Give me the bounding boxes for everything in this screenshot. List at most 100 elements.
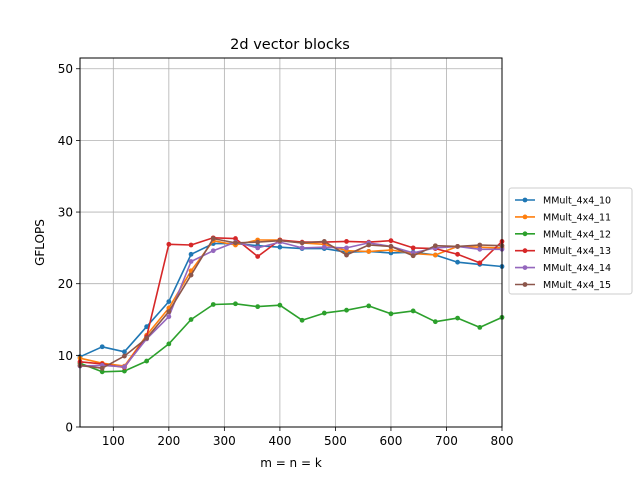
data-point xyxy=(122,349,127,355)
data-point xyxy=(99,365,105,371)
data-point xyxy=(255,245,261,251)
data-point xyxy=(210,248,216,254)
data-point xyxy=(344,252,349,258)
data-point xyxy=(166,241,172,247)
data-point xyxy=(188,242,194,248)
data-point xyxy=(455,251,460,257)
x-tick-label: 800 xyxy=(491,434,514,448)
plot-frame xyxy=(79,57,503,428)
legend: MMult_4x4_10 MMult_4x4_11 MMult_4x4_12 MMul… xyxy=(508,187,633,295)
data-point xyxy=(432,252,438,258)
data-point xyxy=(344,239,349,244)
data-point xyxy=(233,301,238,307)
legend-item: MMult_4x4_10 xyxy=(515,196,611,207)
data-point xyxy=(455,259,460,265)
series-lines xyxy=(77,235,505,375)
legend-item: MMult_4x4_12 xyxy=(515,229,611,240)
data-point xyxy=(122,353,127,359)
data-point xyxy=(144,335,150,341)
data-point xyxy=(233,236,238,241)
axis-ticks: 100 200 300 400 500 600 700 800 0 10 20 30 40 50 xyxy=(58,62,514,448)
data-point xyxy=(344,245,349,251)
chart-title: 2d vector blocks xyxy=(230,37,350,53)
data-point xyxy=(210,236,216,241)
legend-item: MMult_4x4_14 xyxy=(515,263,611,274)
data-point xyxy=(277,244,283,250)
data-point xyxy=(388,244,394,249)
data-point xyxy=(388,238,394,244)
data-point xyxy=(321,239,327,244)
legend-label: MMult_4x4_15 xyxy=(543,280,611,291)
data-point xyxy=(410,245,416,251)
data-point xyxy=(299,240,305,246)
series-mmult-4x4-12 xyxy=(77,301,505,375)
data-point xyxy=(99,369,105,375)
legend-item: MMult_4x4_15 xyxy=(515,280,611,291)
data-point xyxy=(255,254,261,259)
y-tick-label: 0 xyxy=(65,421,73,435)
data-point xyxy=(188,259,194,264)
legend-swatch-marker xyxy=(522,214,528,220)
x-tick-label: 300 xyxy=(213,434,236,448)
data-point xyxy=(366,249,372,254)
legend-label: MMult_4x4_12 xyxy=(543,229,611,240)
data-point xyxy=(432,319,438,325)
x-tick-label: 700 xyxy=(435,434,458,448)
data-point xyxy=(321,310,327,316)
data-point xyxy=(255,239,261,245)
x-tick-label: 600 xyxy=(379,434,402,448)
legend-label: MMult_4x4_13 xyxy=(543,246,611,257)
data-point xyxy=(188,317,194,322)
y-tick-label: 10 xyxy=(58,349,73,363)
legend-label: MMult_4x4_11 xyxy=(543,212,611,223)
series-line xyxy=(79,237,503,370)
data-point xyxy=(166,341,172,347)
data-point xyxy=(188,272,194,278)
legend-item: MMult_4x4_11 xyxy=(515,212,611,223)
data-point xyxy=(210,302,216,307)
legend-item: MMult_4x4_13 xyxy=(515,246,611,257)
data-point xyxy=(166,299,172,305)
x-tick-label: 100 xyxy=(102,434,125,448)
data-point xyxy=(366,242,372,248)
data-point xyxy=(277,238,283,244)
y-tick-label: 20 xyxy=(58,277,73,291)
data-point xyxy=(144,324,150,330)
legend-swatch-marker xyxy=(522,248,528,254)
data-point xyxy=(410,308,416,314)
data-point xyxy=(455,315,460,321)
data-point xyxy=(255,304,261,310)
data-point xyxy=(321,244,327,250)
data-point xyxy=(122,364,127,370)
data-point xyxy=(99,344,105,350)
legend-swatch-marker xyxy=(522,265,528,270)
data-point xyxy=(366,303,372,309)
data-point xyxy=(233,240,238,246)
y-axis-label: GFLOPS xyxy=(33,219,47,266)
data-point xyxy=(299,245,305,251)
data-point xyxy=(166,309,172,315)
series-line xyxy=(79,302,503,373)
legend-label: MMult_4x4_10 xyxy=(543,196,611,207)
data-point xyxy=(144,358,150,364)
data-point xyxy=(388,311,394,317)
x-tick-label: 400 xyxy=(268,434,291,448)
legend-swatch-marker xyxy=(522,197,528,203)
y-tick-label: 50 xyxy=(58,62,73,76)
x-tick-label: 200 xyxy=(157,434,180,448)
data-point xyxy=(388,247,394,253)
data-point xyxy=(477,325,483,330)
data-point xyxy=(432,243,438,249)
data-point xyxy=(477,260,483,266)
data-point xyxy=(477,242,483,248)
legend-box xyxy=(508,187,633,295)
data-point xyxy=(410,253,416,259)
series-line xyxy=(79,241,502,368)
series-mmult-4x4-15 xyxy=(77,236,505,371)
data-point xyxy=(122,368,127,374)
legend-swatch-marker xyxy=(522,231,528,237)
data-point xyxy=(344,307,349,313)
x-tick-label: 500 xyxy=(324,434,347,448)
